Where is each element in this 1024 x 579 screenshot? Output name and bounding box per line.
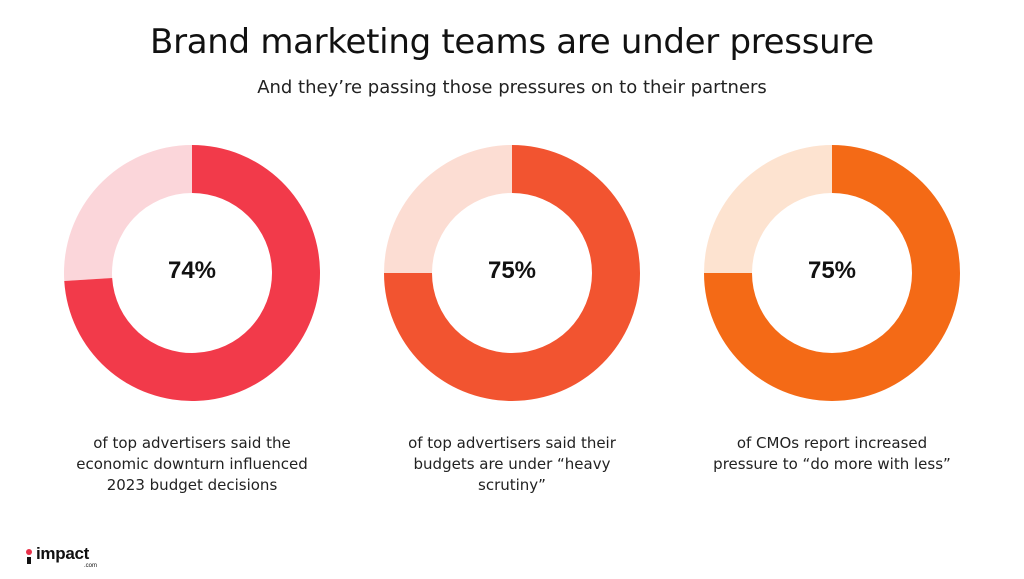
donut-caption-2: of top advertisers said their budgets ar…: [408, 434, 616, 494]
logo-wordmark: impact: [36, 544, 89, 563]
donut-percent-3: 75%: [807, 257, 857, 284]
donut-chart-2: 75%: [382, 143, 642, 403]
donut-svg-3: [704, 145, 960, 401]
donut-svg-2: [384, 145, 640, 401]
logo-bar-icon: [27, 557, 31, 564]
donut-track-1: [64, 145, 192, 282]
donut-svg-1: [64, 145, 320, 401]
page-title: Brand marketing teams are under pressure: [150, 22, 874, 62]
page-subtitle: And they’re passing those pressures on t…: [257, 77, 767, 98]
donut-caption-1: of top advertisers said the economic dow…: [76, 434, 308, 494]
donut-percent-2: 75%: [487, 257, 537, 284]
donut-arc-3: [704, 145, 960, 401]
donut-arc-2: [384, 145, 640, 401]
donut-track-3: [704, 145, 832, 273]
logo-suffix: .com: [84, 563, 98, 569]
donut-chart-1: 74%: [62, 143, 322, 403]
donut-caption-3: of CMOs report increased pressure to “do…: [713, 434, 951, 473]
logo-dot-icon: [26, 549, 32, 555]
donut-arc-1: [64, 145, 320, 401]
donut-chart-3: 75%: [702, 143, 962, 403]
donut-track-2: [384, 145, 512, 273]
donut-percent-1: 74%: [167, 257, 217, 284]
